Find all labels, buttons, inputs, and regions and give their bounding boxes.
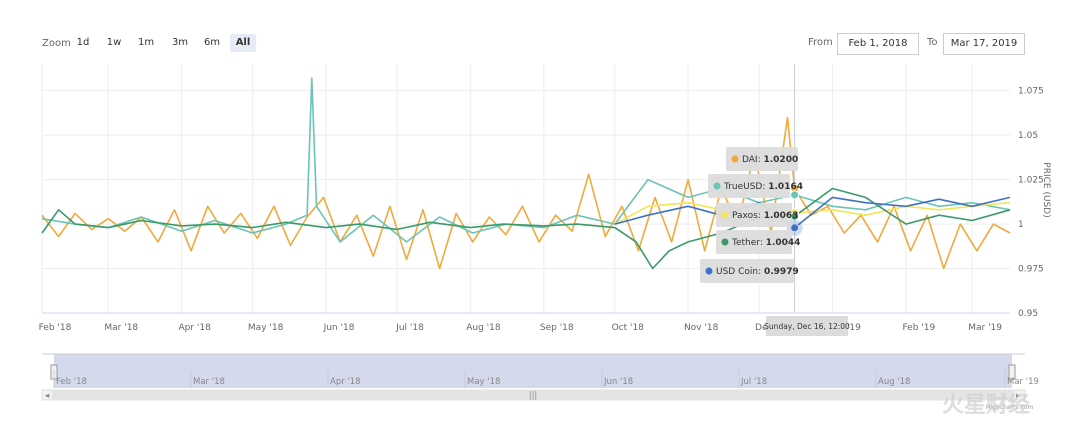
tooltip-marker [713, 182, 721, 190]
navigator-label: Mar '18 [193, 377, 225, 387]
to-date-input[interactable]: Mar 17, 2019 [943, 33, 1025, 55]
x-tick-label: Feb '19 [902, 323, 935, 333]
zoom-button-1d[interactable]: 1d [76, 37, 90, 48]
navigator-handle-right[interactable] [1008, 364, 1016, 380]
tooltip-text: USD Coin: 0.9979 [716, 267, 799, 277]
x-tick-label: May '18 [248, 323, 284, 333]
tooltip-marker [731, 155, 739, 163]
from-label: From [808, 37, 833, 48]
tooltip-box [700, 259, 794, 283]
y-tick-label: 0.975 [1018, 265, 1044, 275]
tooltip-marker [721, 211, 729, 219]
y-tick-label: 1.025 [1018, 176, 1044, 186]
tooltip-date-label: Sunday, Dec 16, 12:00 [764, 322, 850, 331]
navigator-label: Mar '19 [1007, 377, 1039, 387]
tooltip-row-usd-coin: USD Coin: 0.9979 [700, 259, 799, 283]
series-line-tether[interactable] [41, 187, 1011, 270]
tooltip-text: DAI: 1.0200 [742, 155, 798, 165]
tooltip-box [708, 174, 790, 198]
tooltip-box [726, 147, 798, 171]
zoom-label: Zoom [42, 38, 71, 49]
navigator-label: May '18 [467, 377, 500, 387]
zoom-button-1w[interactable]: 1w [106, 37, 122, 48]
tooltip-row-paxos: Paxos: 1.0063 [716, 203, 798, 227]
hover-point [790, 190, 800, 200]
x-tick-label: Apr '18 [178, 323, 211, 333]
range-selector-toolbar: Zoom 1d 1w 1m 3m 6m All From Feb 1, 2018 To M… [0, 0, 1080, 60]
x-tick-label: Oct '18 [612, 323, 645, 333]
tooltip-box [716, 230, 792, 254]
navigator-label: Jun '18 [603, 377, 633, 387]
zoom-button-6m[interactable]: 6m [203, 37, 221, 48]
x-tick-label: Mar '18 [104, 323, 138, 333]
tooltip-row-trueusd: TrueUSD: 1.0164 [708, 174, 803, 198]
tooltip-text: Tether: 1.0044 [731, 238, 800, 248]
y-tick-label: 1 [1018, 220, 1024, 230]
to-label: To [927, 37, 938, 48]
tooltip-row-dai: DAI: 1.0200 [726, 147, 798, 171]
tooltip-date: Sunday, Dec 16, 12:00 [764, 316, 850, 336]
x-tick-label: Jun '18 [323, 323, 355, 333]
tooltip-row-tether: Tether: 1.0044 [716, 230, 800, 254]
series-group [41, 77, 1011, 270]
series-line-dai[interactable] [41, 116, 1011, 270]
series-line-trueusd[interactable] [41, 77, 1011, 243]
zoom-button-3m[interactable]: 3m [171, 37, 189, 48]
tooltip-marker [721, 238, 729, 246]
x-tick-label: Jul '18 [395, 323, 424, 333]
hover-point [790, 223, 800, 233]
navigator-label: Apr '18 [330, 377, 361, 387]
x-tick-label: Sep '18 [540, 323, 574, 333]
series-line-usd-coin[interactable] [614, 196, 1011, 229]
from-date-input[interactable]: Feb 1, 2018 [837, 33, 919, 55]
navigator-label: Aug '18 [878, 377, 910, 387]
tooltip-box [716, 203, 792, 227]
x-tick-label: Mar '19 [968, 323, 1002, 333]
navigator[interactable]: Feb '18 Mar '18 Apr '18 May '18 Jun '18 Jul '… [42, 353, 1039, 388]
scrollbar-thumb[interactable] [52, 390, 1014, 400]
watermark-logo: 火星财经 [942, 392, 1030, 418]
credits-link[interactable]: Highcharts.com [986, 404, 1033, 411]
navigator-mask [54, 354, 1012, 388]
zoom-button-1m[interactable]: 1m [138, 37, 155, 48]
tooltip-text: Paxos: 1.0063 [732, 211, 798, 221]
series-line-paxos[interactable] [614, 201, 1011, 225]
zoom-button-all[interactable]: All [230, 34, 256, 52]
tooltip-text: TrueUSD: 1.0164 [723, 182, 803, 192]
x-tick-label: Nov '18 [684, 323, 719, 333]
x-tick-label: Feb '18 [39, 323, 72, 333]
y-tick-label: 1.075 [1018, 87, 1044, 97]
navigator-label: Jul '18 [740, 377, 767, 387]
tooltip-marker [705, 267, 713, 275]
x-tick-label: Aug '18 [466, 323, 501, 333]
grid [41, 64, 1010, 314]
y-axis-title: PRICE (USD) [1041, 162, 1051, 217]
y-tick-label: 1.05 [1018, 131, 1038, 141]
scrollbar-left-arrow[interactable]: ◂ [45, 391, 50, 401]
scrollbar-right-arrow[interactable]: ▸ [1016, 391, 1021, 401]
navigator-label: Feb '18 [56, 377, 87, 387]
y-tick-label: 0.95 [1018, 309, 1038, 319]
scrollbar-grip-icon: ||| [529, 391, 538, 401]
tooltip-date-box [766, 316, 848, 336]
